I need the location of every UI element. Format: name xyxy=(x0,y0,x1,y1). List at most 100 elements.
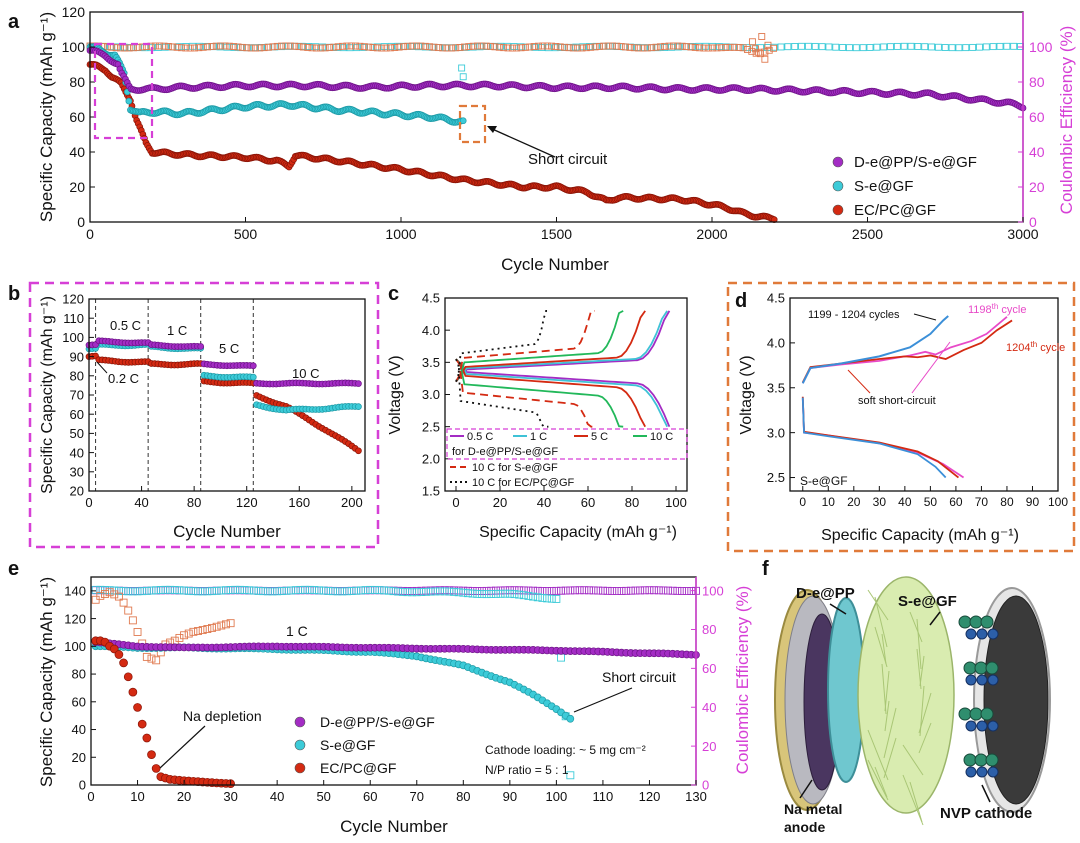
ce-marker xyxy=(96,591,105,600)
ce-marker xyxy=(369,44,377,51)
y-tick-label: 80 xyxy=(72,667,86,682)
ce-marker xyxy=(505,589,514,598)
ce-marker xyxy=(370,586,379,595)
panel-a: 0 500 1000 1500 2000 2500 30000204060801001200… xyxy=(37,4,1076,274)
x-tick-label: 160 xyxy=(288,495,310,510)
ce-marker xyxy=(674,42,682,50)
ce-marker xyxy=(617,587,626,595)
nvp-crystal xyxy=(976,674,988,686)
ce-marker xyxy=(914,43,922,50)
ce-marker xyxy=(375,586,384,595)
ce-marker xyxy=(531,43,539,51)
ce-marker xyxy=(170,636,179,645)
y-tick-label: 20 xyxy=(70,484,84,499)
ce-marker xyxy=(574,44,582,52)
ce-marker xyxy=(503,42,511,50)
x-axis-title: Cycle Number xyxy=(501,255,609,274)
short-circuit-box xyxy=(458,104,487,144)
ce-marker xyxy=(375,586,384,595)
ce-marker xyxy=(543,594,552,603)
x-tick-label: 80 xyxy=(456,789,470,804)
glass-fiber xyxy=(918,692,932,734)
panel-letter-e: e xyxy=(8,558,19,580)
ce-marker xyxy=(194,587,202,595)
annotation-arrow xyxy=(913,313,937,321)
nvp-crystal xyxy=(965,766,977,778)
panel-b: 0 40 80 120 160 200 20 30 40 50 60 70 80 90 100 110 120 C… xyxy=(28,281,380,549)
legend-marker xyxy=(294,716,306,728)
discharge-curve xyxy=(455,358,549,428)
annotation-text: cycle xyxy=(1037,342,1065,354)
y-tick-label: 30 xyxy=(70,464,84,479)
ce-marker xyxy=(491,43,499,51)
y-tick-label: 60 xyxy=(70,407,84,422)
ce-marker xyxy=(329,587,337,596)
ce-marker xyxy=(366,585,375,594)
ce-marker xyxy=(989,43,997,51)
ce-marker xyxy=(426,587,435,596)
ce-marker xyxy=(208,623,216,632)
ce-marker xyxy=(609,42,616,50)
panel-d-frame xyxy=(726,281,1076,553)
ce-marker xyxy=(650,586,659,595)
y-tick-label: 120 xyxy=(62,292,84,307)
ce-marker xyxy=(603,586,612,595)
y-tick-label: 20 xyxy=(1029,179,1045,195)
ce-marker xyxy=(308,44,316,52)
nvp-crystal xyxy=(985,661,999,675)
annotation-na-depletion: Na depletion xyxy=(183,708,262,724)
legend-label: D-e@PP/S-e@GF xyxy=(854,154,977,171)
note-np-ratio: N/P ratio = 5 : 1 xyxy=(485,763,569,777)
y-tick-label: 20 xyxy=(72,750,86,765)
glass-fiber xyxy=(919,655,925,687)
ce-marker xyxy=(245,586,254,595)
ce-marker xyxy=(195,44,203,52)
ce-marker xyxy=(832,43,840,51)
y-tick-label: 100 xyxy=(64,639,86,654)
y-tick-label: 40 xyxy=(70,445,84,460)
nvp-crystal xyxy=(974,661,988,675)
ce-marker xyxy=(282,42,290,50)
ce-marker xyxy=(310,586,319,595)
ce-marker xyxy=(263,587,272,595)
ce-marker xyxy=(343,587,351,596)
ce-marker xyxy=(334,43,342,51)
panel-d: 0 10 20 30 40 50 60 70 80 90 100 2.5 3.0 3.5 4.0 4.5 Spe… xyxy=(726,281,1076,553)
ce-marker xyxy=(482,590,491,599)
ce-marker xyxy=(208,586,216,595)
y-axis-title: Specific Capacity (mAh g⁻¹) xyxy=(39,296,56,494)
capacity-point xyxy=(125,97,133,105)
ce-marker xyxy=(430,43,438,51)
charge-curve xyxy=(801,316,1008,384)
ce-marker xyxy=(519,591,528,600)
y-tick-label: 120 xyxy=(64,611,86,626)
ce-marker xyxy=(324,586,333,595)
panel-e: 0 10 20 30 40 50 60 70 80 90 100 110 120 130020406080… xyxy=(37,576,752,836)
charge-curve xyxy=(455,309,549,382)
ce-marker xyxy=(1003,42,1011,50)
ce-marker xyxy=(500,44,508,52)
discharge-curve xyxy=(455,358,669,428)
ce-marker xyxy=(240,586,249,594)
glass-fiber xyxy=(867,729,889,781)
ce-marker xyxy=(395,43,403,51)
y-tick-label: 100 xyxy=(62,330,84,345)
ce-marker xyxy=(526,43,534,51)
charge-curve xyxy=(455,310,624,383)
ce-marker xyxy=(557,653,565,662)
y-tick-label: 1.5 xyxy=(422,484,440,499)
ce-marker xyxy=(758,33,766,40)
ce-marker xyxy=(295,43,303,51)
y-tick-label: 4.5 xyxy=(422,291,440,306)
y2-axis-title: Coulombic Efficiency (%) xyxy=(733,586,752,775)
ce-marker xyxy=(422,587,431,596)
glass-fiber xyxy=(874,766,888,798)
legend-label: 0.5 C xyxy=(467,431,493,443)
y-tick-label: 80 xyxy=(702,622,716,637)
ce-marker xyxy=(674,43,682,51)
y-tick-label: 2.5 xyxy=(422,419,440,434)
glass-fiber xyxy=(909,611,923,643)
ce-marker xyxy=(352,42,360,50)
y-tick-label: 4.5 xyxy=(767,291,785,306)
